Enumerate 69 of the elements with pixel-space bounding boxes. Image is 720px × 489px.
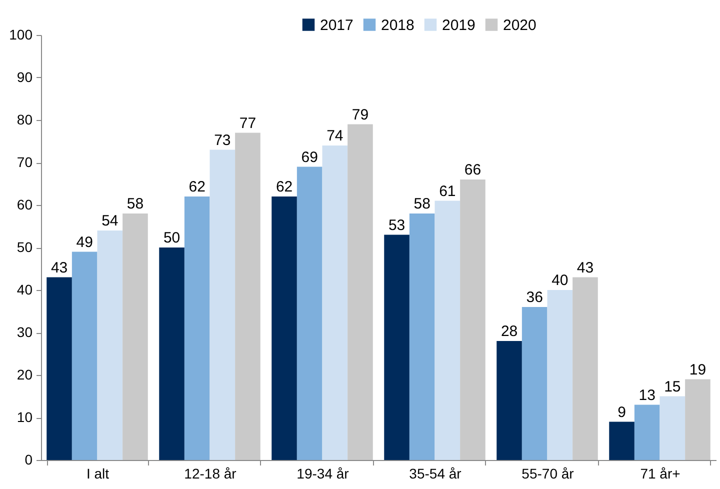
x-tick-label: 55-70 år	[522, 466, 574, 482]
bar	[210, 150, 236, 460]
bar	[496, 341, 522, 460]
bar	[46, 277, 72, 460]
y-tick-label: 90	[16, 69, 33, 85]
bar	[547, 290, 573, 460]
x-tick-label: 19-34 år	[296, 466, 350, 482]
bar	[660, 396, 686, 460]
x-tick-label: I alt	[86, 466, 110, 482]
data-label: 15	[664, 378, 681, 396]
y-tick-label: 100	[9, 26, 33, 42]
data-label: 74	[326, 128, 344, 144]
data-label: 77	[239, 114, 256, 132]
x-tick-label: 35-54 år	[409, 466, 462, 482]
data-label: 73	[214, 132, 231, 149]
y-tick-label: 60	[16, 196, 33, 212]
x-tick-label: 71 år+	[640, 466, 680, 482]
x-tick-label: 12-18 år	[184, 466, 237, 482]
bar	[122, 214, 148, 460]
legend-label: 2019	[442, 16, 476, 34]
y-tick-label: 50	[16, 239, 33, 255]
bar	[609, 422, 634, 460]
y-tick-label: 30	[16, 324, 33, 340]
data-label: 66	[464, 162, 482, 178]
data-label: 28	[500, 323, 518, 340]
bar	[235, 132, 260, 460]
data-label: 9	[618, 404, 626, 421]
bar	[409, 214, 435, 460]
data-label: 58	[414, 196, 430, 212]
y-tick-label: 80	[16, 112, 33, 128]
data-label: 50	[163, 230, 180, 246]
bar	[272, 196, 297, 460]
bar	[72, 252, 98, 460]
data-label: 49	[76, 234, 93, 251]
data-label: 79	[352, 106, 369, 124]
y-tick-label: 40	[16, 282, 33, 298]
bar	[184, 196, 210, 460]
bar	[685, 379, 710, 460]
data-label: 58	[126, 196, 144, 212]
bar	[460, 180, 486, 460]
bar	[522, 307, 548, 460]
data-label: 62	[188, 178, 206, 196]
bar	[97, 230, 123, 460]
legend-label: 2020	[503, 16, 536, 34]
bar	[159, 248, 184, 460]
data-label: 13	[638, 386, 656, 404]
bar	[348, 124, 373, 460]
bar	[296, 166, 322, 460]
bar	[434, 200, 460, 460]
y-tick-label: 70	[16, 154, 33, 170]
bar	[634, 404, 660, 460]
data-label: 53	[388, 216, 406, 234]
bar	[322, 146, 348, 460]
data-label: 43	[576, 259, 594, 276]
data-label: 36	[526, 289, 543, 306]
data-label: 62	[276, 178, 293, 196]
data-label: 43	[50, 259, 68, 276]
data-label: 19	[689, 361, 706, 378]
data-label: 61	[439, 182, 456, 200]
data-label: 69	[301, 148, 318, 166]
bar	[572, 277, 598, 460]
bar	[384, 234, 410, 460]
legend-label: 2018	[381, 16, 414, 34]
data-label: 54	[102, 212, 118, 230]
y-tick-label: 20	[16, 366, 33, 382]
y-tick-label: 0	[24, 452, 33, 468]
y-tick-label: 10	[16, 409, 33, 425]
data-label: 40	[552, 272, 568, 289]
legend-label: 2017	[320, 16, 354, 34]
